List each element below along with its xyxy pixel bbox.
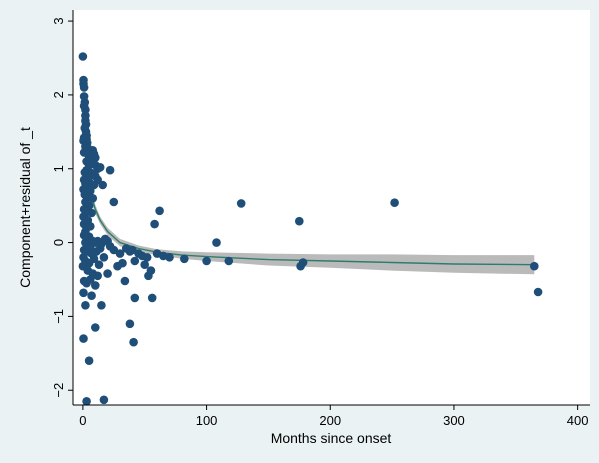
data-point-32 <box>95 163 105 172</box>
data-point-101 <box>91 323 100 332</box>
x-tick-label-400: 400 <box>567 413 589 428</box>
y-tick-label-1: 1 <box>51 165 66 172</box>
confidence-band <box>84 117 535 275</box>
data-point-130 <box>165 252 174 262</box>
data-point-121 <box>147 293 157 303</box>
x-axis-title: Months since onset <box>271 430 392 446</box>
data-point-108 <box>115 249 125 258</box>
data-point-126 <box>155 206 164 216</box>
data-point-44 <box>98 180 107 190</box>
data-point-97 <box>79 288 88 298</box>
data-point-99 <box>87 291 96 301</box>
data-point-105 <box>99 395 109 405</box>
data-point-50 <box>88 194 98 203</box>
plot-area-background <box>73 10 590 405</box>
data-point-3 <box>79 83 89 92</box>
y-tick-label--1: −1 <box>51 309 66 324</box>
data-point-81 <box>109 245 119 255</box>
data-point-120 <box>146 266 156 275</box>
data-point-91 <box>93 271 102 281</box>
data-point-92 <box>103 269 112 278</box>
y-axis-title: Component+residual of _t <box>17 127 33 288</box>
data-point-123 <box>125 319 135 329</box>
y-tick-label-2: 2 <box>51 91 66 98</box>
x-tick-label-300: 300 <box>443 413 465 428</box>
data-point-96 <box>91 281 100 290</box>
data-point-106 <box>105 165 115 175</box>
y-tick-label--2: −2 <box>51 383 66 398</box>
data-point-116 <box>128 245 137 255</box>
data-point-133 <box>212 238 221 247</box>
data-point-103 <box>84 356 94 366</box>
data-point-140 <box>530 261 539 271</box>
x-tick-label-0: 0 <box>79 413 86 428</box>
data-point-102 <box>79 334 88 343</box>
data-point-7 <box>81 105 90 114</box>
data-point-104 <box>82 397 91 406</box>
data-point-134 <box>224 256 234 266</box>
data-point-79 <box>95 244 105 253</box>
x-tick-label-200: 200 <box>319 413 341 428</box>
data-point-131 <box>180 254 189 264</box>
data-point-55 <box>87 208 96 218</box>
data-point-124 <box>129 337 138 347</box>
data-point-107 <box>109 197 119 207</box>
data-point-98 <box>81 301 90 310</box>
data-point-0 <box>78 52 88 61</box>
data-point-95 <box>86 275 95 284</box>
data-point-100 <box>97 301 106 310</box>
data-point-127 <box>142 252 152 262</box>
data-point-125 <box>150 219 159 229</box>
x-tick-label-100: 100 <box>196 413 218 428</box>
data-point-141 <box>533 287 543 297</box>
data-point-86 <box>94 260 104 270</box>
data-point-135 <box>236 199 246 208</box>
y-tick-label-0: 0 <box>51 239 66 246</box>
data-point-87 <box>99 252 109 262</box>
data-point-122 <box>130 293 140 303</box>
data-point-136 <box>295 216 304 226</box>
data-point-132 <box>202 256 211 266</box>
data-point-139 <box>390 198 399 207</box>
data-point-111 <box>120 276 130 286</box>
data-point-110 <box>113 261 122 271</box>
data-point-85 <box>89 254 99 264</box>
data-point-113 <box>130 256 140 266</box>
y-tick-label-3: 3 <box>51 17 66 24</box>
data-point-118 <box>140 260 149 270</box>
data-point-138 <box>298 258 308 267</box>
